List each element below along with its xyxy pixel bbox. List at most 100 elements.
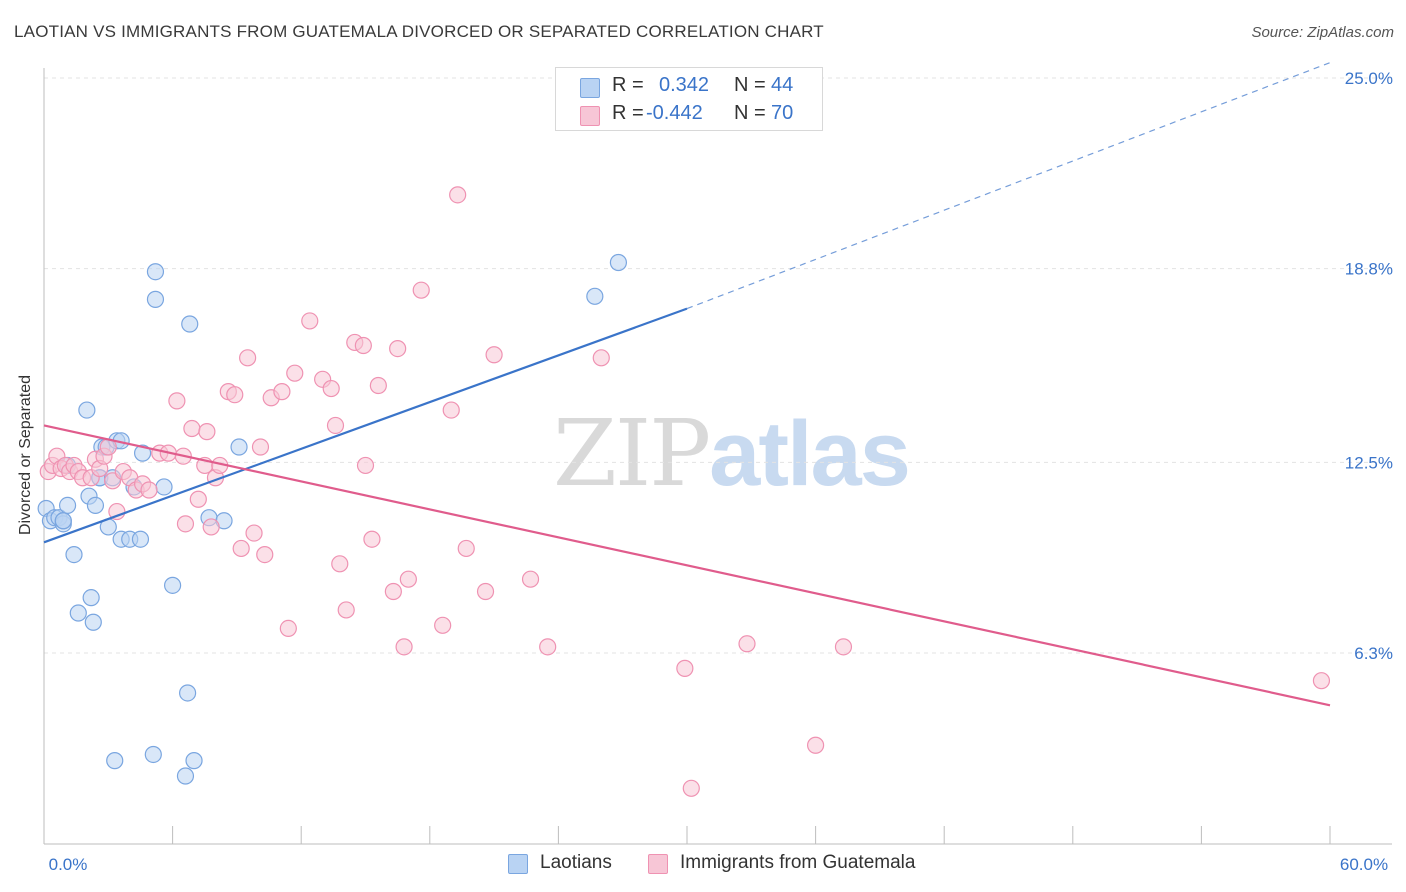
guatemala-point bbox=[140, 481, 158, 499]
laotian-point bbox=[84, 613, 102, 631]
guatemala-point bbox=[331, 555, 349, 573]
legend-r-label: R = bbox=[612, 74, 644, 96]
x-tick-label: 60.0% bbox=[1340, 855, 1388, 874]
correlation-legend: R = 0.342 N = 44 R = -0.442 N = 70 bbox=[555, 67, 823, 131]
guatemala-point bbox=[273, 383, 291, 401]
guatemala-point bbox=[485, 346, 503, 364]
guatemala-point bbox=[198, 423, 216, 441]
guatemala-point bbox=[226, 386, 244, 404]
guatemala-point bbox=[168, 392, 186, 410]
legend-r-value: -0.442 bbox=[646, 102, 703, 124]
y-tick-label: 12.5% bbox=[1345, 453, 1393, 472]
legend-swatch-guatemala bbox=[648, 854, 668, 874]
guatemala-point bbox=[412, 281, 430, 299]
laotian-point bbox=[65, 546, 83, 564]
guatemala-point bbox=[521, 570, 540, 588]
watermark-atlas: atlas bbox=[709, 403, 911, 505]
guatemala-point bbox=[251, 438, 270, 456]
y-axis-label: Divorced or Separated bbox=[17, 374, 34, 536]
guatemala-point bbox=[457, 539, 475, 558]
guatemala-point bbox=[384, 582, 402, 601]
guatemala-point bbox=[245, 524, 263, 542]
laotian-point bbox=[106, 752, 124, 770]
chart-title: LAOTIAN VS IMMIGRANTS FROM GUATEMALA DIV… bbox=[14, 22, 824, 41]
legend-row-laotians: R = 0.342 N = 44 bbox=[556, 74, 822, 102]
legend-n-value: 44 bbox=[771, 74, 794, 96]
laotian-point bbox=[586, 287, 604, 305]
guatemala-point bbox=[434, 616, 452, 634]
legend-swatch-pink bbox=[580, 106, 600, 126]
laotian-point bbox=[133, 444, 152, 462]
legend-n-label: N = bbox=[734, 74, 766, 96]
y-tick-label: 18.8% bbox=[1345, 260, 1393, 279]
laotian-point bbox=[146, 290, 165, 308]
guatemala-point bbox=[389, 339, 407, 358]
legend-row-guatemala: R = -0.442 N = 70 bbox=[556, 102, 822, 130]
legend-r-value: 0.342 bbox=[659, 74, 710, 96]
guatemala-point bbox=[183, 419, 201, 438]
laotian-point bbox=[155, 478, 173, 496]
laotian-point bbox=[146, 263, 165, 281]
guatemala-point bbox=[738, 635, 756, 653]
legend-label-guatemala: Immigrants from Guatemala bbox=[680, 852, 916, 873]
laotian-point bbox=[69, 604, 87, 622]
guatemala-point bbox=[108, 502, 126, 521]
laotian-point bbox=[144, 745, 162, 764]
guatemala-point bbox=[539, 638, 557, 656]
y-tick-label: 6.3% bbox=[1354, 644, 1393, 663]
guatemala-point bbox=[449, 186, 467, 204]
guatemala-point bbox=[337, 601, 355, 619]
legend-label-laotians: Laotians bbox=[540, 852, 612, 873]
legend-n-value: 70 bbox=[771, 102, 794, 124]
laotian-point bbox=[164, 576, 182, 594]
guatemala-point bbox=[176, 515, 195, 533]
legend-r-label: R = bbox=[612, 102, 644, 124]
laotian-point bbox=[82, 589, 100, 607]
guatemala-point bbox=[395, 638, 413, 656]
y-tick-label: 25.0% bbox=[1345, 69, 1393, 88]
laotian-point bbox=[131, 530, 150, 548]
laotian-point bbox=[179, 684, 197, 702]
source-label: Source: ZipAtlas.com bbox=[1251, 24, 1394, 41]
laotian-point bbox=[78, 401, 96, 419]
guatemala-point bbox=[189, 490, 207, 508]
guatemala-point bbox=[399, 570, 417, 588]
guatemala-point bbox=[834, 638, 853, 656]
guatemala-point bbox=[256, 546, 274, 564]
guatemala-point bbox=[322, 379, 340, 398]
guatemala-point bbox=[356, 456, 375, 475]
laotian-trendline-extension bbox=[686, 62, 1331, 310]
guatemala-point bbox=[363, 530, 381, 548]
guatemala-point bbox=[202, 518, 220, 536]
laotian-point bbox=[86, 496, 105, 515]
laotian-point bbox=[54, 512, 72, 530]
guatemala-point bbox=[592, 349, 610, 367]
legend-n-label: N = bbox=[734, 102, 766, 124]
guatemala-point bbox=[476, 582, 495, 601]
x-tick-label: 0.0% bbox=[49, 855, 88, 874]
guatemala-point bbox=[301, 312, 319, 330]
guatemala-point bbox=[239, 349, 257, 367]
legend-swatch-laotians bbox=[508, 854, 528, 874]
guatemala-point bbox=[682, 779, 700, 797]
laotian-point bbox=[185, 752, 203, 770]
guatemala-point bbox=[369, 376, 387, 395]
guatemala-point bbox=[354, 336, 372, 355]
watermark-zip: ZIP bbox=[553, 400, 711, 507]
legend-swatch-blue bbox=[580, 78, 600, 98]
guatemala-point bbox=[1312, 672, 1331, 690]
laotian-point bbox=[176, 767, 195, 785]
series-legend: Laotians Immigrants from Guatemala bbox=[0, 852, 1406, 878]
guatemala-point bbox=[442, 401, 460, 419]
laotian-point bbox=[609, 253, 628, 272]
laotian-trendline bbox=[43, 307, 688, 544]
guatemala-point bbox=[806, 736, 825, 754]
laotian-point bbox=[230, 438, 248, 456]
laotian-point bbox=[181, 315, 199, 333]
guatemala-point bbox=[286, 364, 304, 382]
guatemala-point bbox=[676, 659, 694, 677]
guatemala-point bbox=[232, 539, 250, 558]
watermark: ZIPatlas bbox=[553, 400, 911, 507]
guatemala-trendline bbox=[43, 424, 1331, 707]
